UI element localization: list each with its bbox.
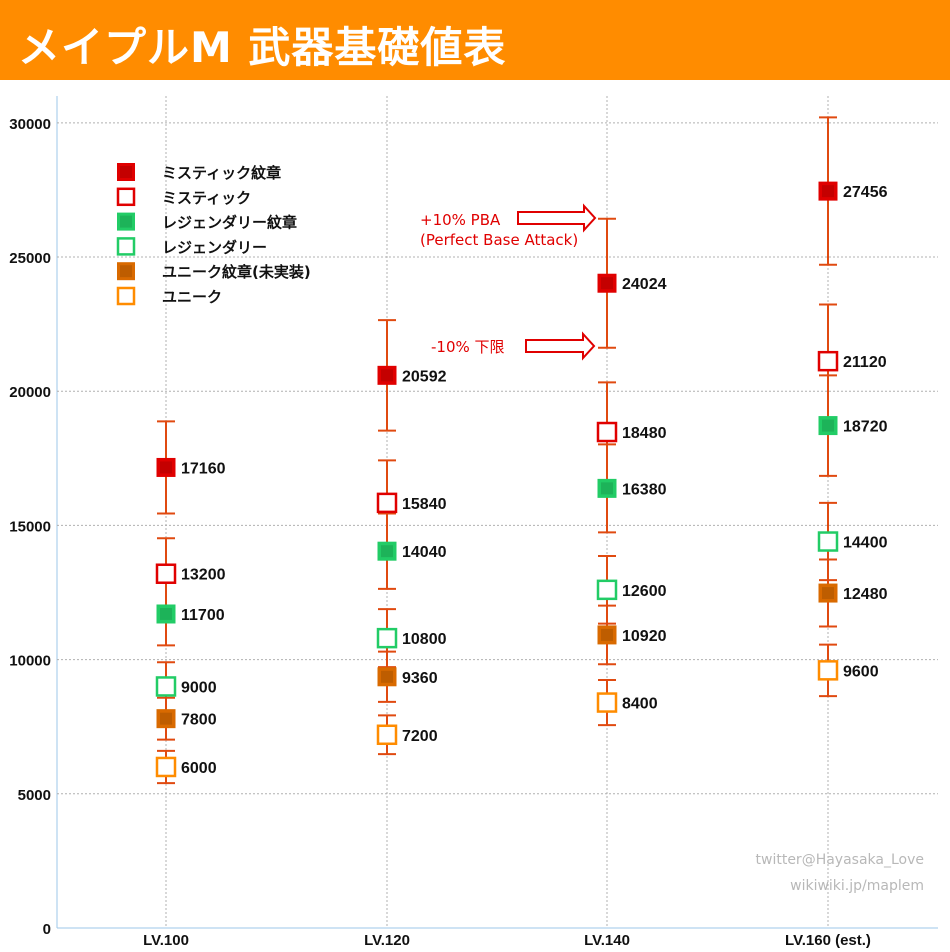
data-point [597,273,617,293]
data-label: 12600 [622,583,667,600]
data-point-shade [822,419,834,432]
data-label: 6000 [181,760,217,777]
data-point-shade [601,482,613,495]
annotation-text: +10% PBA [420,211,501,229]
data-point-shade [160,712,172,725]
data-label: 18720 [843,419,888,436]
data-point [818,416,838,436]
annotation-arrow [517,203,597,233]
legend-label: レジェンダリー [162,238,267,256]
data-label: 24024 [622,276,667,293]
data-label: 20592 [402,368,447,385]
legend-label: ミスティック [162,189,251,207]
data-label: 7200 [402,728,438,745]
legend-label: ユニーク [162,288,222,306]
data-point [377,365,397,385]
data-label: 15840 [402,496,447,513]
annotation-arrow [525,331,596,361]
data-label: 8400 [622,696,658,713]
y-tick-label: 5000 [18,787,51,804]
data-label: 21120 [843,354,887,371]
data-point [156,457,176,477]
data-point [155,756,177,778]
x-tick-label: LV.100 [143,932,189,949]
legend-marker-shade [120,215,132,228]
data-point [817,660,839,681]
credit-wiki: wikiwiki.jp/maplem [790,878,924,894]
y-tick-label: 0 [43,921,51,938]
data-point-shade [601,277,613,290]
data-point [156,709,176,729]
data-point-shade [160,607,172,620]
data-point [155,676,177,697]
data-point [597,625,617,645]
data-point-shade [381,670,393,683]
data-label: 13200 [181,567,226,584]
x-tick-label: LV.160 (est.) [785,932,871,949]
data-point [376,627,398,649]
legend-marker-shade [120,166,132,178]
title-bar: メイプルM 武器基礎値表 [0,0,950,80]
data-label: 11700 [181,607,225,624]
data-point-shade [601,628,613,641]
legend-label: ミスティック紋章 [162,164,281,182]
legend-marker [117,163,135,181]
y-tick-label: 10000 [9,653,51,670]
legend-label: ユニーク紋章(未実装) [162,263,311,281]
y-tick-label: 25000 [9,250,51,267]
data-point [818,583,838,603]
y-tick-label: 15000 [9,518,51,535]
data-point [156,604,176,624]
data-label: 27456 [843,184,888,201]
data-point [377,541,397,561]
data-point-shade [381,369,393,382]
data-point [596,692,618,713]
data-label: 7800 [181,712,217,729]
y-tick-label: 30000 [9,116,51,133]
data-point [817,531,839,552]
legend-marker-shade [120,265,132,278]
legend-marker [116,187,136,207]
data-point [376,492,398,514]
data-label: 17160 [181,460,226,477]
data-point [817,350,839,372]
annotation-text: -10% 下限 [431,338,505,356]
data-point-shade [822,185,834,198]
data-point [155,563,177,584]
legend-marker [117,262,135,281]
data-label: 9000 [181,679,217,696]
data-point-shade [381,545,393,558]
x-tick-label: LV.140 [584,932,630,949]
data-label: 18480 [622,425,667,442]
data-point-shade [822,587,834,600]
data-label: 9600 [843,663,879,680]
data-point [597,478,617,498]
data-point [818,181,838,201]
data-point [596,579,618,601]
x-tick-label: LV.120 [364,932,410,949]
legend-marker [116,237,136,256]
data-point [377,667,397,687]
page-title: メイプルM 武器基礎値表 [18,23,507,72]
data-label: 9360 [402,670,438,687]
legend-marker [116,286,136,306]
data-point [596,421,618,443]
legend-label: レジェンダリー紋章 [162,214,297,232]
y-tick-label: 20000 [9,384,51,401]
data-point [376,724,398,746]
legend-marker [117,212,135,231]
data-label: 10920 [622,628,667,645]
data-point-shade [160,461,172,474]
data-label: 10800 [402,631,447,648]
data-label: 12480 [843,586,888,603]
data-label: 16380 [622,481,667,498]
data-label: 14040 [402,544,447,561]
annotation-text: (Perfect Base Attack) [420,231,578,249]
data-label: 14400 [843,535,888,552]
credit-twitter: twitter@Hayasaka_Love [755,852,924,868]
